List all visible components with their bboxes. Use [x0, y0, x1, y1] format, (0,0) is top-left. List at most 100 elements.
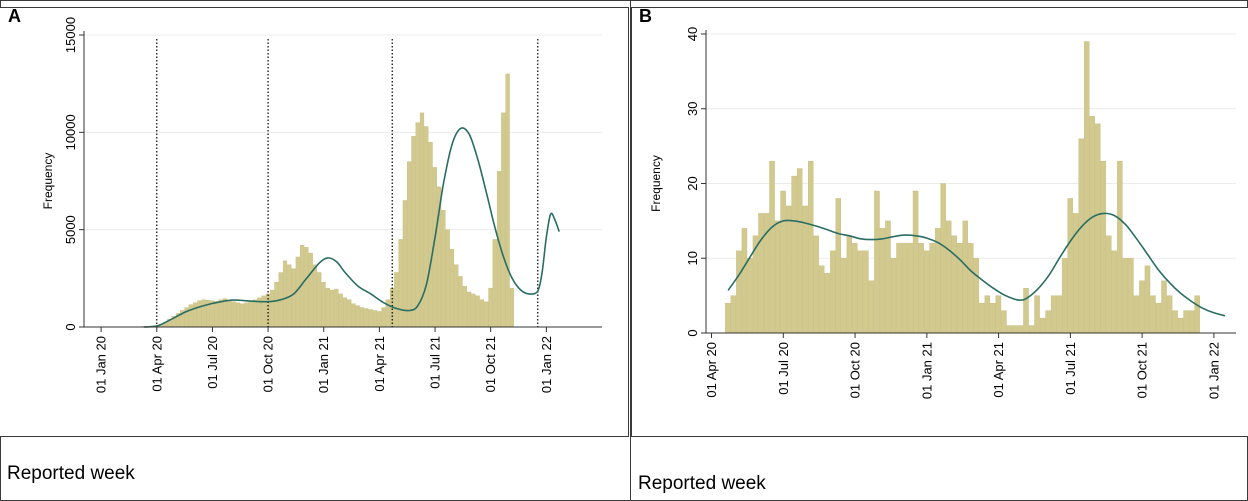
bar-b-11: [785, 205, 792, 334]
bar-a-12: [193, 302, 198, 328]
panel-b-chart-box: 0 10 20 30 40 Frequency 01 Apr 20 01 Jul 20 01 O…: [631, 7, 1248, 437]
y-tick-label-a-1: 5000: [63, 215, 78, 244]
bar-a-19: [222, 298, 228, 328]
bar-a-38: [304, 247, 309, 328]
bar-a-46: [338, 293, 343, 328]
bar-b-35: [918, 243, 924, 334]
bar-a-41: [317, 272, 322, 328]
bar-b-45: [973, 258, 980, 334]
panel-a-chart-box: 0 5000 10000 15000 Frequency 01 Jan 20 01 Apr …: [0, 7, 629, 437]
panel-a-letter: A: [8, 6, 21, 26]
x-tick-label-b-6: 01 Oct 21: [1135, 342, 1150, 398]
bar-a-55: [377, 311, 382, 328]
bar-b-54: [1023, 287, 1029, 334]
bar-b-8: [769, 160, 775, 334]
bar-b-26: [868, 280, 875, 334]
bar-a-17: [214, 301, 219, 328]
bar-b-64: [1078, 138, 1084, 334]
bar-b-49: [995, 295, 1002, 334]
density-curve-b: [727, 212, 1226, 317]
bar-b-42: [957, 243, 963, 334]
bar-a-56: [381, 307, 386, 328]
bar-b-3: [741, 228, 748, 334]
bar-a-45: [334, 288, 339, 328]
bar-a-64: [415, 122, 420, 328]
bar-b-40: [946, 220, 952, 334]
bar-b-60: [1056, 295, 1062, 334]
y-tick-label-a-2: 10000: [63, 114, 78, 150]
bar-b-74: [1133, 295, 1140, 334]
bar-b-75: [1139, 280, 1145, 334]
bar-b-4: [747, 258, 753, 334]
panel-b-chart: 0 10 20 30 40 Frequency 01 Apr 20 01 Jul 20 01 O…: [649, 27, 1236, 399]
bar-b-59: [1050, 295, 1057, 334]
bar-b-78: [1155, 302, 1162, 334]
bar-a-78: [475, 295, 480, 328]
bar-a-31: [274, 282, 279, 328]
bar-b-18: [824, 273, 830, 334]
bar-a-86: [509, 287, 514, 328]
bar-a-35: [291, 268, 296, 328]
bar-a-26: [252, 299, 258, 328]
bar-a-59: [394, 272, 399, 328]
bar-a-81: [488, 287, 493, 328]
bar-a-22: [235, 302, 241, 328]
x-tick-label-a-8: 01 Jan 22: [539, 336, 554, 393]
bar-b-70: [1111, 250, 1118, 334]
bar-b-82: [1177, 317, 1184, 334]
bar-b-37: [929, 243, 935, 334]
y-axis-title-b: Frequency: [649, 155, 663, 212]
y-tick-label-b-2: 20: [685, 176, 700, 190]
bar-b-15: [807, 160, 814, 334]
x-tick-label-b-2: 01 Oct 20: [848, 342, 863, 398]
x-tick-label-a-0: 01 Jan 20: [94, 336, 109, 393]
bar-a-48: [347, 299, 352, 328]
bar-a-85: [505, 73, 510, 328]
bar-b-39: [940, 183, 946, 334]
bar-b-10: [780, 190, 786, 334]
bar-b-22: [846, 235, 853, 334]
bar-b-71: [1117, 160, 1123, 334]
bar-a-70: [441, 210, 446, 328]
bar-a-11: [188, 304, 193, 328]
bar-b-14: [802, 205, 808, 334]
x-tick-label-a-2: 01 Jul 20: [205, 336, 220, 389]
bar-b-23: [852, 243, 858, 334]
bar-b-56: [1034, 295, 1040, 334]
bar-b-33: [907, 243, 913, 334]
bar-b-47: [984, 295, 991, 334]
bar-b-19: [830, 250, 836, 334]
bar-a-21: [231, 301, 236, 328]
x-tick-label-b-5: 01 Jul 21: [1063, 342, 1078, 395]
y-tick-label-a-0: 0: [63, 323, 78, 330]
y-axis-title-a: Frequency: [41, 153, 55, 210]
bar-a-42: [321, 282, 326, 328]
bar-b-55: [1028, 325, 1035, 334]
bar-a-63: [411, 136, 416, 328]
bar-b-62: [1067, 198, 1073, 334]
bar-b-0: [725, 302, 731, 334]
bar-a-14: [201, 299, 206, 328]
bar-a-77: [471, 293, 476, 328]
bar-a-71: [445, 229, 450, 328]
bar-b-12: [791, 175, 797, 334]
bar-b-34: [912, 190, 919, 334]
x-tick-label-a-3: 01 Oct 20: [261, 336, 276, 392]
bar-a-75: [462, 285, 467, 328]
bar-a-44: [330, 289, 335, 328]
bar-a-74: [458, 276, 463, 328]
bar-b-61: [1061, 258, 1068, 334]
bar-b-73: [1128, 258, 1134, 334]
bar-b-6: [758, 213, 764, 334]
bar-b-67: [1095, 123, 1101, 334]
bar-b-24: [857, 250, 864, 334]
bar-b-1: [730, 295, 737, 334]
bar-b-13: [796, 168, 803, 334]
panel-b: 0 10 20 30 40 Frequency 01 Apr 20 01 Jul 20 01 O…: [630, 0, 1248, 501]
bar-a-16: [210, 300, 215, 328]
x-tick-label-b-7: 01 Jan 22: [1206, 342, 1221, 399]
x-tick-label-a-1: 01 Apr 20: [149, 336, 164, 392]
x-tick-label-a-5: 01 Apr 21: [372, 336, 387, 392]
bar-b-17: [819, 265, 825, 334]
x-tick-label-a-7: 01 Oct 21: [483, 336, 498, 392]
